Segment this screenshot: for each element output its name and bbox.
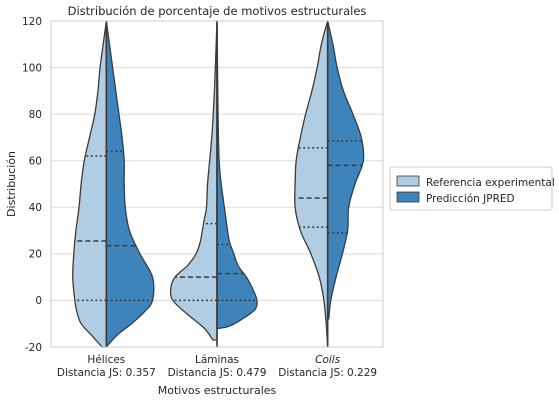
x-tick-subtitle: Distancia JS: 0.479 xyxy=(168,367,267,379)
y-tick-label: -20 xyxy=(25,342,42,354)
y-tick-label: 80 xyxy=(29,109,42,121)
violin-half-referencia-1 xyxy=(169,20,218,341)
legend-label-prediccion: Predicción JPRED xyxy=(426,193,515,205)
quartile-lines xyxy=(74,140,362,302)
violin-half-prediccion-1 xyxy=(216,20,258,330)
violin-half-prediccion-2 xyxy=(327,20,365,320)
y-axis-label: Distribución xyxy=(5,151,18,217)
y-tick-label: 40 xyxy=(29,202,42,214)
legend-frame xyxy=(389,166,553,211)
y-tick-label: 60 xyxy=(29,156,42,168)
violin-half-referencia-0 xyxy=(72,20,107,348)
y-tick-label: 20 xyxy=(29,249,42,261)
y-tick-labels: -20 0 20 40 60 80 100 120 xyxy=(22,16,42,354)
legend: Referencia experimental Predicción JPRED xyxy=(389,166,555,211)
y-tick-label: 0 xyxy=(35,295,42,307)
x-tick-subtitle: Distancia JS: 0.229 xyxy=(278,367,377,379)
plot-frame xyxy=(50,20,384,348)
x-tick-label: Coils xyxy=(315,354,341,366)
violin-half-prediccion-0 xyxy=(105,20,155,348)
y-tick-label: 100 xyxy=(22,62,42,74)
legend-label-referencia: Referencia experimental xyxy=(426,177,555,189)
chart-title: Distribución de porcentaje de motivos es… xyxy=(68,4,367,18)
legend-swatch-referencia xyxy=(396,175,420,187)
y-tick-label: 120 xyxy=(22,16,42,28)
violins xyxy=(72,20,365,348)
x-tick-label: Hélices xyxy=(87,354,125,366)
x-tick-label: Láminas xyxy=(195,354,239,366)
violin-half-referencia-2 xyxy=(294,20,329,348)
x-axis-label: Motivos estructurales xyxy=(158,384,277,397)
x-tick-subtitle: Distancia JS: 0.357 xyxy=(57,367,156,379)
legend-swatch-prediccion xyxy=(396,191,420,203)
